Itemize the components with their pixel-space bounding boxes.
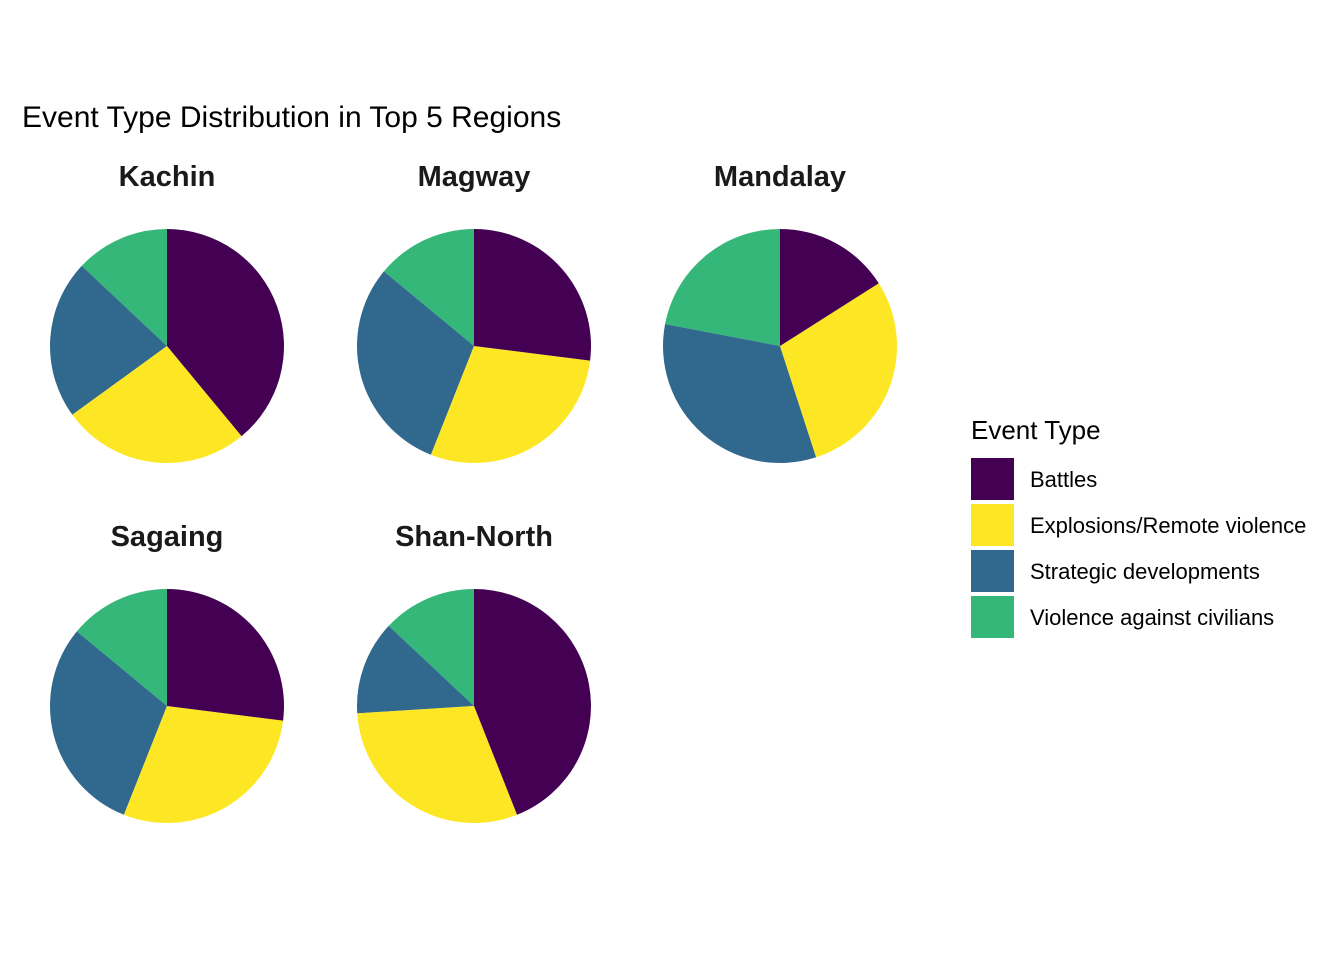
facet-mandalay: Mandalay: [662, 161, 897, 463]
legend-label: Violence against civilians: [1030, 605, 1274, 630]
pie-slice-strategic-developments: [356, 625, 474, 714]
pie-slice-battles: [167, 589, 285, 721]
pie-slice-battles: [474, 228, 592, 361]
facet-magway: Magway: [357, 161, 592, 463]
pie-slice-violence-against-civilians: [383, 228, 474, 346]
legend-label: Strategic developments: [1030, 559, 1260, 584]
legend-key: [971, 550, 1014, 592]
facet-sagaing: Sagaing: [50, 521, 285, 823]
facets: Kachin Magway Mandalay Sagaing Shan-North: [50, 161, 897, 823]
pie-slice-violence-against-civilians: [76, 589, 167, 706]
pie-slice-strategic-developments: [662, 324, 817, 463]
pie-slice-explosions-remote-violence: [72, 346, 242, 463]
pie-slice-violence-against-civilians: [388, 589, 474, 706]
pie-slice-explosions-remote-violence: [357, 706, 518, 823]
pie-slice-explosions-remote-violence: [123, 706, 284, 823]
pie-slice-explosions-remote-violence: [430, 346, 591, 463]
chart-title: Event Type Distribution in Top 5 Regions: [22, 101, 561, 134]
pie-slice-strategic-developments: [50, 631, 167, 815]
facet-title: Sagaing: [111, 521, 224, 553]
pie-slice-battles: [780, 228, 879, 346]
facet-title: Kachin: [119, 161, 216, 193]
pie-slice-violence-against-civilians: [665, 229, 780, 346]
legend-key: [971, 504, 1014, 546]
facet-title: Mandalay: [714, 161, 846, 193]
pie-slice-strategic-developments: [50, 265, 167, 415]
pie-slice-explosions-remote-violence: [780, 283, 897, 458]
legend-key: [971, 458, 1014, 500]
facet-title: Magway: [418, 161, 531, 193]
legend-key: [971, 596, 1014, 638]
legend: Event Type Battles Explosions/Remote viol…: [971, 415, 1306, 638]
pie-slice-battles: [167, 229, 285, 437]
pie-slice-battles: [474, 589, 591, 815]
legend-title: Event Type: [971, 415, 1101, 445]
pie-slice-violence-against-civilians: [81, 229, 167, 346]
facet-title: Shan-North: [395, 521, 553, 553]
pie-slice-strategic-developments: [357, 271, 474, 455]
legend-label: Battles: [1030, 467, 1097, 492]
facet-shan-north: Shan-North: [356, 521, 591, 823]
facet-kachin: Kachin: [50, 161, 285, 463]
legend-label: Explosions/Remote violence: [1030, 513, 1306, 538]
